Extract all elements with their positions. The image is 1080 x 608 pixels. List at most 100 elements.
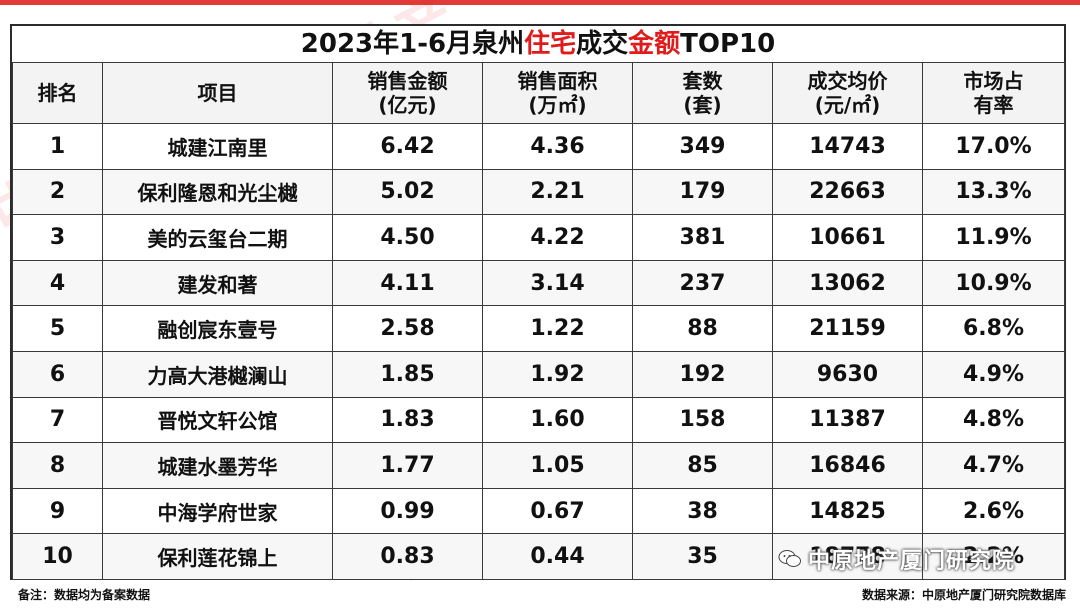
cell-market-share: 4.9% <box>922 350 1065 398</box>
cell-project: 保利莲花锦上 <box>102 533 333 580</box>
cell-market-share: 13.3% <box>922 168 1065 216</box>
cell-units: 192 <box>632 350 773 398</box>
table-row: 9 中海学府世家 0.99 0.67 38 14825 2.6% <box>12 487 1065 535</box>
cell-rank: 8 <box>12 442 103 489</box>
header-units: 套数 (套) <box>632 62 773 124</box>
footer-note: 备注：数据均为备案数据 <box>18 588 151 602</box>
cell-sales-amount: 6.42 <box>332 123 483 170</box>
table-row: 10 保利莲花锦上 0.83 0.44 35 18778 2.2% <box>12 533 1065 580</box>
cell-avg-price: 21159 <box>772 305 923 352</box>
cell-units: 179 <box>632 168 773 216</box>
cell-sales-amount: 1.85 <box>332 350 483 398</box>
cell-avg-price: 13062 <box>772 259 923 307</box>
cell-sales-amount: 1.83 <box>332 396 483 444</box>
cell-rank: 4 <box>12 259 103 307</box>
cell-project: 中海学府世家 <box>102 487 333 535</box>
cell-market-share: 10.9% <box>922 259 1065 307</box>
cell-market-share: 4.7% <box>922 442 1065 489</box>
cell-market-share: 4.8% <box>922 396 1065 444</box>
table-row: 3 美的云玺台二期 4.50 4.22 381 10661 11.9% <box>12 214 1065 261</box>
cell-project: 保利隆恩和光尘樾 <box>102 168 333 216</box>
cell-avg-price: 11387 <box>772 396 923 444</box>
cell-sales-area: 4.36 <box>482 123 633 170</box>
cell-sales-area: 2.21 <box>482 168 633 216</box>
cell-units: 38 <box>632 487 773 535</box>
title-highlight-amount: 金额 <box>628 29 681 59</box>
table-frame: 2023年1-6月泉州住宅成交金额TOP10 排名 项目 销售金额 (亿元) 销售… <box>10 24 1066 580</box>
cell-sales-area: 0.44 <box>482 533 633 580</box>
table-row: 2 保利隆恩和光尘樾 5.02 2.21 179 22663 13.3% <box>12 168 1065 216</box>
title-suffix: TOP10 <box>680 29 776 59</box>
cell-avg-price: 14825 <box>772 487 923 535</box>
cell-units: 381 <box>632 214 773 261</box>
cell-rank: 1 <box>12 123 103 170</box>
table-row: 7 晋悦文轩公馆 1.83 1.60 158 11387 4.8% <box>12 396 1065 444</box>
cell-sales-area: 1.60 <box>482 396 633 444</box>
footer-source: 数据来源：中原地产厦门研究院数据库 <box>861 588 1066 602</box>
cell-rank: 6 <box>12 350 103 398</box>
cell-market-share: 2.6% <box>922 487 1065 535</box>
cell-avg-price: 9630 <box>772 350 923 398</box>
cell-sales-area: 1.22 <box>482 305 633 352</box>
title-prefix: 2023年1-6月泉州 <box>300 29 525 59</box>
cell-market-share: 2.2% <box>922 533 1065 580</box>
table-row: 1 城建江南里 6.42 4.36 349 14743 17.0% <box>12 123 1065 170</box>
cell-project: 建发和著 <box>102 259 333 307</box>
cell-sales-amount: 1.77 <box>332 442 483 489</box>
cell-rank: 3 <box>12 214 103 261</box>
header-rank: 排名 <box>12 62 103 124</box>
cell-market-share: 6.8% <box>922 305 1065 352</box>
header-row: 排名 项目 销售金额 (亿元) 销售面积 (万㎡) 套数 (套) 成交均价 (元/㎡) … <box>12 62 1065 124</box>
cell-sales-amount: 0.99 <box>332 487 483 535</box>
cell-project: 城建水墨芳华 <box>102 442 333 489</box>
cell-avg-price: 22663 <box>772 168 923 216</box>
wechat-source-label: 中原地产厦门研究院 <box>808 549 1016 574</box>
cell-project: 融创宸东壹号 <box>102 305 333 352</box>
cell-units: 237 <box>632 259 773 307</box>
table-title: 2023年1-6月泉州住宅成交金额TOP10 <box>12 26 1064 62</box>
cell-sales-area: 3.14 <box>482 259 633 307</box>
wechat-source-tag: 中原地产厦门研究院 <box>770 543 1023 575</box>
cell-sales-amount: 0.83 <box>332 533 483 580</box>
header-sales-area: 销售面积 (万㎡) <box>482 62 633 124</box>
cell-sales-amount: 5.02 <box>332 168 483 216</box>
cell-project: 美的云玺台二期 <box>102 214 333 261</box>
cell-sales-area: 0.67 <box>482 487 633 535</box>
cell-market-share: 17.0% <box>922 123 1065 170</box>
cell-avg-price: 14743 <box>772 123 923 170</box>
cell-units: 85 <box>632 442 773 489</box>
cell-units: 35 <box>632 533 773 580</box>
cell-avg-price: 10661 <box>772 214 923 261</box>
top-accent-line <box>0 0 1080 5</box>
wechat-icon <box>778 550 801 567</box>
cell-rank: 9 <box>12 487 103 535</box>
header-project: 项目 <box>102 62 333 124</box>
cell-rank: 5 <box>12 305 103 352</box>
cell-avg-price: 16846 <box>772 442 923 489</box>
header-avg-price: 成交均价 (元/㎡) <box>772 62 923 124</box>
cell-rank: 10 <box>12 533 103 580</box>
cell-project: 城建江南里 <box>102 123 333 170</box>
cell-project: 晋悦文轩公馆 <box>102 396 333 444</box>
cell-sales-amount: 4.11 <box>332 259 483 307</box>
table-row: 6 力高大港樾澜山 1.85 1.92 192 9630 4.9% <box>12 350 1065 398</box>
title-mid: 成交 <box>576 29 629 59</box>
cell-sales-area: 4.22 <box>482 214 633 261</box>
header-market-share: 市场占 有率 <box>922 62 1065 124</box>
cell-project: 力高大港樾澜山 <box>102 350 333 398</box>
ranking-table: 排名 项目 销售金额 (亿元) 销售面积 (万㎡) 套数 (套) 成交均价 (元/㎡) … <box>12 62 1065 580</box>
cell-sales-amount: 4.50 <box>332 214 483 261</box>
cell-sales-area: 1.05 <box>482 442 633 489</box>
cell-market-share: 11.9% <box>922 214 1065 261</box>
cell-units: 349 <box>632 123 773 170</box>
cell-rank: 2 <box>12 168 103 216</box>
table-row: 8 城建水墨芳华 1.77 1.05 85 16846 4.7% <box>12 442 1065 489</box>
cell-rank: 7 <box>12 396 103 444</box>
cell-sales-area: 1.92 <box>482 350 633 398</box>
cell-sales-amount: 2.58 <box>332 305 483 352</box>
cell-units: 88 <box>632 305 773 352</box>
header-sales-amount: 销售金额 (亿元) <box>332 62 483 124</box>
cell-units: 158 <box>632 396 773 444</box>
table-row: 4 建发和著 4.11 3.14 237 13062 10.9% <box>12 259 1065 307</box>
table-row: 5 融创宸东壹号 2.58 1.22 88 21159 6.8% <box>12 305 1065 352</box>
